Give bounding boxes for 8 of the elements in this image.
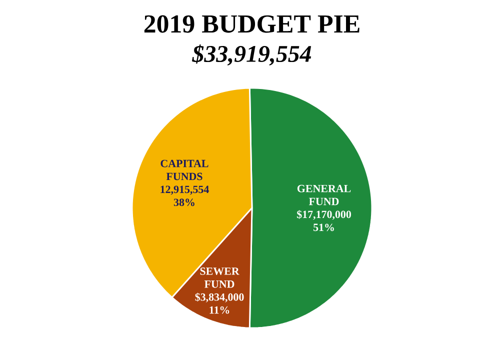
chart-title: 2019 BUDGET PIE (144, 15, 360, 33)
data-label: 12,915,554 38% (160, 186, 209, 206)
data-label: $3,834,000 11% (195, 292, 244, 314)
data-label: $17,170,000 51% (297, 210, 351, 232)
chart-subtitle: $33,919,554 (192, 44, 312, 66)
slice-label: SEWER FUND (200, 268, 240, 288)
slice-label: GENERAL FUND (297, 184, 351, 206)
slice-label: CAPITAL FUNDS (160, 160, 208, 180)
